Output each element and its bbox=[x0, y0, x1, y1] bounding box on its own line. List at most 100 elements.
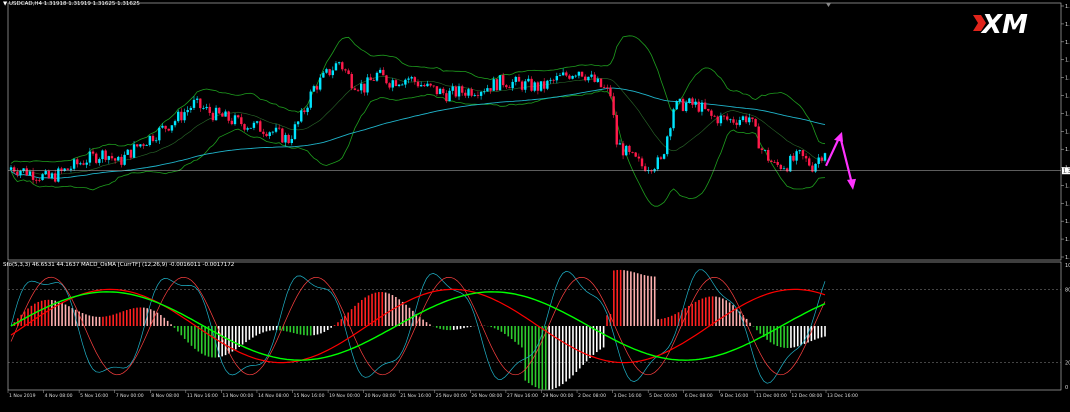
macd-histogram-bar bbox=[272, 326, 274, 330]
candle-body bbox=[407, 79, 409, 80]
macd-histogram-bar bbox=[89, 315, 91, 326]
macd-histogram-bar bbox=[698, 300, 700, 326]
candle-body bbox=[739, 120, 741, 125]
time-axis-label: 5 Nov 16:00 bbox=[80, 393, 108, 399]
macd-histogram-bar bbox=[623, 270, 625, 326]
macd-histogram-bar bbox=[504, 326, 506, 334]
macd-histogram-bar bbox=[695, 302, 697, 326]
candle-body bbox=[281, 129, 283, 143]
candle-body bbox=[392, 80, 394, 87]
candle-body bbox=[464, 93, 466, 96]
time-axis-label: 27 Nov 16:00 bbox=[507, 393, 538, 399]
candle-body bbox=[303, 110, 305, 112]
candle-body bbox=[467, 89, 469, 96]
candle-body bbox=[808, 158, 810, 165]
candle-body bbox=[493, 79, 495, 91]
candle-body bbox=[114, 158, 116, 160]
macd-histogram-bar bbox=[99, 317, 101, 326]
candle-body bbox=[571, 76, 573, 79]
macd-histogram-bar bbox=[661, 319, 663, 326]
price-axis-label: 1.30575 bbox=[1065, 237, 1070, 243]
macd-histogram-bar bbox=[61, 303, 63, 326]
time-axis-label: 13 Dec 16:00 bbox=[827, 393, 858, 399]
macd-histogram-bar bbox=[85, 314, 87, 326]
candle-body bbox=[373, 80, 375, 81]
macd-histogram-bar bbox=[599, 326, 601, 350]
macd-histogram-bar bbox=[313, 326, 315, 335]
macd-histogram-bar bbox=[289, 326, 291, 332]
candle-body bbox=[644, 166, 646, 171]
macd-histogram-bar bbox=[627, 271, 629, 326]
candle-body bbox=[663, 154, 665, 159]
candle-body bbox=[265, 134, 267, 136]
macd-histogram-bar bbox=[167, 321, 169, 326]
candle-body bbox=[606, 87, 608, 88]
macd-histogram-bar bbox=[668, 317, 670, 326]
macd-histogram-bar bbox=[569, 326, 571, 379]
candle-body bbox=[313, 86, 315, 91]
candle-body bbox=[209, 107, 211, 113]
macd-histogram-bar bbox=[514, 326, 516, 342]
candle-body bbox=[770, 161, 772, 162]
macd-histogram-bar bbox=[252, 326, 254, 338]
candle-body bbox=[16, 172, 18, 175]
candle-body bbox=[401, 85, 403, 86]
candle-body bbox=[423, 85, 425, 86]
macd-histogram-bar bbox=[460, 326, 462, 329]
candle-body bbox=[174, 121, 176, 125]
macd-histogram-bar bbox=[559, 326, 561, 386]
candle-body bbox=[294, 124, 296, 139]
macd-histogram-bar bbox=[232, 326, 234, 352]
candle-body bbox=[489, 88, 491, 91]
macd-histogram-bar bbox=[160, 315, 162, 326]
macd-histogram-bar bbox=[702, 299, 704, 326]
time-axis-label: 14 Nov 08:00 bbox=[258, 393, 289, 399]
candle-body bbox=[325, 69, 327, 73]
candle-body bbox=[82, 163, 84, 164]
candle-body bbox=[524, 81, 526, 89]
macd-histogram-bar bbox=[535, 326, 537, 387]
bollinger-upper-band bbox=[11, 36, 825, 164]
macd-histogram-bar bbox=[279, 326, 281, 330]
price-axis-label: 1.32230 bbox=[1065, 129, 1070, 135]
candle-body bbox=[660, 157, 662, 158]
candle-body bbox=[347, 70, 349, 74]
candle-body bbox=[439, 89, 441, 94]
candle-body bbox=[691, 98, 693, 104]
macd-histogram-bar bbox=[143, 308, 145, 326]
macd-histogram-bar bbox=[429, 324, 431, 326]
time-axis-label: 2 Dec 08:00 bbox=[578, 393, 606, 399]
macd-histogram-bar bbox=[593, 326, 595, 355]
macd-histogram-bar bbox=[266, 326, 268, 331]
macd-histogram-bar bbox=[170, 324, 172, 326]
candle-body bbox=[474, 95, 476, 96]
macd-histogram-bar bbox=[756, 326, 758, 330]
macd-histogram-bar bbox=[708, 297, 710, 326]
candle-body bbox=[824, 153, 826, 161]
candle-body bbox=[546, 81, 548, 89]
candle-body bbox=[584, 77, 586, 81]
candle-body bbox=[205, 107, 207, 108]
macd-histogram-bar bbox=[579, 326, 581, 368]
candle-body bbox=[625, 146, 627, 155]
candle-body bbox=[799, 150, 801, 151]
candle-body bbox=[452, 86, 454, 90]
macd-histogram-bar bbox=[327, 326, 329, 330]
macd-histogram-bar bbox=[249, 326, 251, 340]
shift-marker-icon bbox=[826, 3, 831, 7]
macd-histogram-bar bbox=[208, 326, 210, 357]
indicator-frame bbox=[8, 262, 1061, 390]
candle-body bbox=[612, 96, 614, 115]
candle-body bbox=[161, 126, 163, 128]
macd-histogram-bar bbox=[102, 317, 104, 326]
macd-histogram-bar bbox=[324, 326, 326, 332]
candle-body bbox=[764, 150, 766, 151]
candle-body bbox=[130, 150, 132, 158]
candle-body bbox=[316, 86, 318, 89]
candle-body bbox=[54, 173, 56, 181]
macd-histogram-bar bbox=[490, 326, 492, 327]
macd-histogram-bar bbox=[664, 318, 666, 326]
macd-histogram-bar bbox=[630, 271, 632, 326]
